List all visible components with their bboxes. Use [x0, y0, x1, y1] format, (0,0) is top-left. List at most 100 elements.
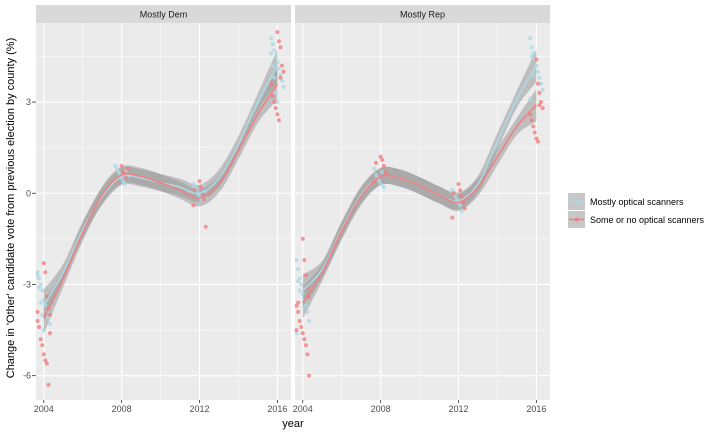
x-axis-title: year	[282, 418, 304, 430]
data-point	[462, 206, 467, 211]
data-point	[539, 100, 544, 105]
data-point	[380, 169, 385, 174]
data-point	[269, 81, 274, 86]
panel-mostly-rep: Mostly Rep 2004 2008 2012 2016	[293, 5, 550, 414]
facet-strip	[295, 5, 550, 23]
data-point	[41, 261, 46, 266]
legend-key-point	[574, 199, 579, 204]
data-point	[300, 331, 305, 336]
data-point	[276, 118, 281, 123]
x-tick-label: 2016	[267, 404, 287, 414]
data-point	[302, 258, 307, 263]
data-point	[280, 78, 285, 83]
data-point	[40, 343, 45, 348]
data-point	[37, 325, 42, 330]
data-point	[278, 45, 283, 50]
data-point	[48, 331, 53, 336]
data-point	[537, 75, 542, 80]
data-point	[41, 297, 46, 302]
data-point	[191, 203, 196, 208]
data-point	[275, 60, 280, 65]
data-point	[535, 139, 540, 144]
data-point	[303, 343, 308, 348]
panel-mostly-dem: Mostly Dem 2004 2008 2012 2016	[34, 5, 291, 414]
data-point	[114, 166, 119, 171]
facet-strip	[36, 5, 291, 23]
data-point	[459, 209, 464, 214]
data-point	[46, 315, 51, 320]
y-tick-label: -6	[23, 371, 31, 381]
x-tick-label: 2004	[34, 404, 54, 414]
data-point	[296, 300, 301, 305]
data-point	[537, 90, 542, 95]
data-point	[458, 203, 463, 208]
data-point	[202, 197, 207, 202]
y-tick-label: -3	[23, 279, 31, 289]
data-point	[531, 124, 536, 129]
data-point	[270, 63, 275, 68]
data-point	[272, 48, 277, 53]
data-point	[528, 97, 533, 102]
data-point	[305, 309, 310, 314]
data-point	[113, 163, 118, 168]
legend-key-point	[574, 217, 579, 222]
data-point	[35, 318, 40, 323]
data-point	[539, 81, 544, 86]
panel-background	[295, 23, 550, 400]
data-point	[372, 166, 377, 171]
data-point	[269, 51, 274, 56]
data-point	[275, 30, 280, 35]
data-point	[534, 57, 539, 62]
data-point	[124, 176, 129, 181]
data-point	[116, 169, 121, 174]
data-point	[294, 331, 299, 336]
data-point	[296, 309, 301, 314]
y-tick-label: 0	[26, 188, 31, 198]
legend: Mostly optical scanners Some or no optica…	[568, 193, 705, 228]
data-point	[378, 154, 383, 159]
data-point	[197, 179, 202, 184]
data-point	[43, 270, 48, 275]
data-point	[43, 358, 48, 363]
data-point	[203, 224, 208, 229]
data-point	[38, 337, 43, 342]
data-point	[381, 163, 386, 168]
data-point	[535, 69, 540, 74]
data-point	[380, 157, 385, 162]
data-point	[269, 36, 274, 41]
data-point	[40, 312, 45, 317]
data-point	[192, 185, 197, 190]
x-tick-label: 2012	[189, 404, 209, 414]
data-point	[294, 258, 299, 263]
data-point	[121, 169, 126, 174]
data-point	[273, 106, 278, 111]
data-point	[191, 182, 196, 187]
data-point	[302, 337, 307, 342]
data-point	[300, 291, 305, 296]
data-point	[294, 303, 299, 308]
data-point	[40, 288, 45, 293]
data-point	[450, 215, 455, 220]
data-point	[532, 130, 537, 135]
data-point	[383, 169, 388, 174]
data-point	[41, 352, 46, 357]
data-point	[540, 106, 545, 111]
data-point	[270, 93, 275, 98]
legend-label: Mostly optical scanners	[590, 197, 684, 207]
data-point	[540, 87, 545, 92]
data-point	[296, 267, 301, 272]
data-point	[278, 72, 283, 77]
data-point	[44, 361, 49, 366]
data-point	[303, 273, 308, 278]
data-point	[276, 39, 281, 44]
data-point	[297, 318, 302, 323]
x-tick-label: 2008	[371, 404, 391, 414]
smooth-line	[43, 83, 279, 319]
data-point	[456, 182, 461, 187]
data-point	[35, 309, 40, 314]
data-point	[48, 321, 53, 326]
data-point	[531, 51, 536, 56]
data-point	[307, 373, 312, 378]
